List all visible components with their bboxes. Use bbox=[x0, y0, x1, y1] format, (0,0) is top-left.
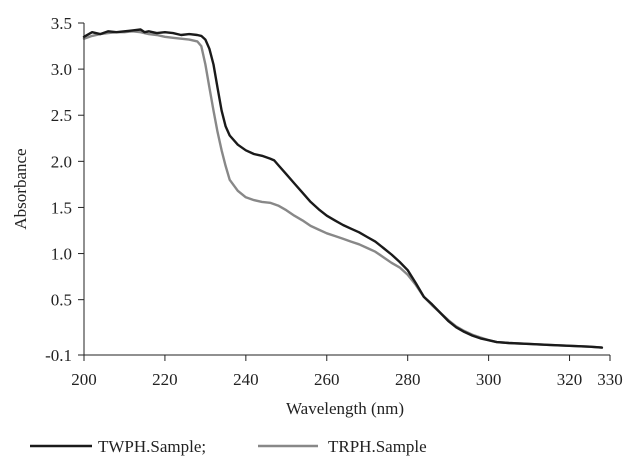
legend-label: TRPH.Sample bbox=[328, 437, 427, 456]
legend: TWPH.Sample; TRPH.Sample bbox=[30, 437, 427, 456]
x-tick-label: 260 bbox=[314, 370, 340, 389]
x-tick-label: 200 bbox=[71, 370, 97, 389]
series-line-trph-sample bbox=[82, 30, 604, 349]
x-tick-label: 280 bbox=[395, 370, 421, 389]
y-tick-label: 0.5 bbox=[51, 291, 72, 310]
x-tick-label: 320 bbox=[557, 370, 583, 389]
x-axis-ticks: 200 220 240 260 280 300 320 330 bbox=[71, 355, 623, 389]
y-tick-label: 3.5 bbox=[51, 14, 72, 33]
y-tick-label: 1.0 bbox=[51, 245, 72, 264]
y-tick-label: 1.5 bbox=[51, 198, 72, 217]
y-axis-label: Absorbance bbox=[11, 148, 30, 229]
legend-label: TWPH.Sample; bbox=[98, 437, 206, 456]
y-tick-label: 3.0 bbox=[51, 60, 72, 79]
y-axis-ticks: -0.1 0.5 1.0 1.5 2.0 2.5 3.0 3.5 bbox=[45, 14, 84, 365]
x-tick-label: 240 bbox=[233, 370, 259, 389]
series-line-twph-sample bbox=[82, 28, 604, 349]
y-tick-label: 2.0 bbox=[51, 152, 72, 171]
y-tick-label: 2.5 bbox=[51, 106, 72, 125]
x-axis-label: Wavelength (nm) bbox=[286, 399, 404, 418]
x-tick-label: 330 bbox=[597, 370, 623, 389]
x-tick-label: 300 bbox=[476, 370, 502, 389]
series-layer bbox=[82, 28, 604, 349]
y-tick-label: -0.1 bbox=[45, 346, 72, 365]
x-tick-label: 220 bbox=[152, 370, 178, 389]
